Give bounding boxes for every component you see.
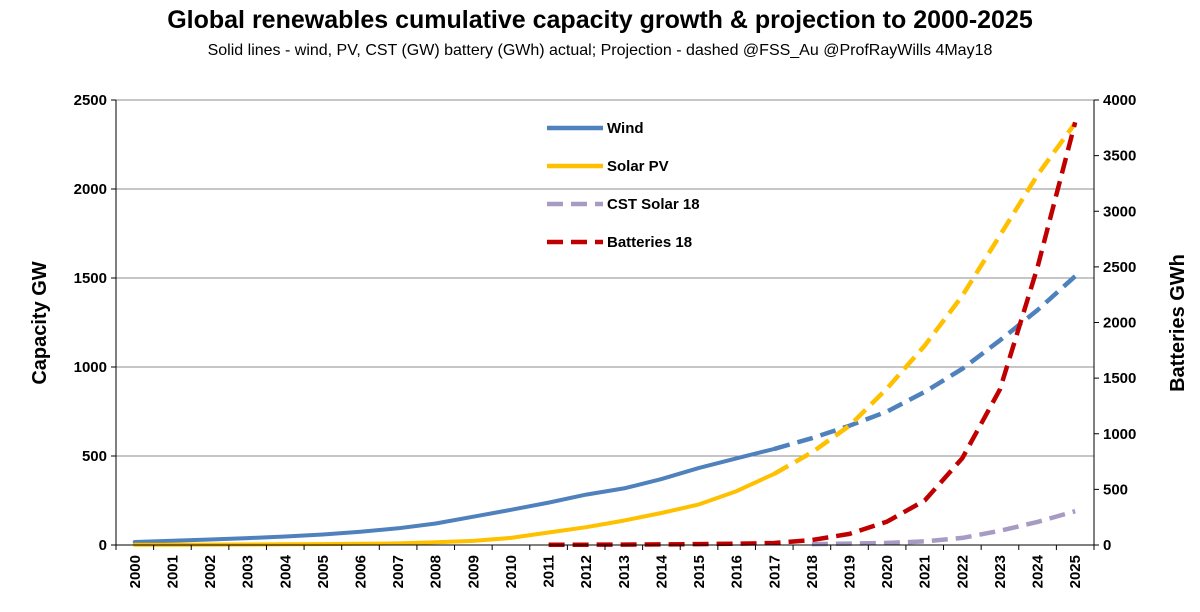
x-tick-label: 2003 [240, 555, 257, 588]
x-tick-label: 2017 [766, 555, 783, 588]
x-tick-label: 2009 [465, 555, 482, 588]
x-tick-label: 2000 [127, 555, 144, 588]
y2-tick-label: 2500 [1103, 259, 1136, 276]
series-line-cst-solar-18-projection [811, 509, 1076, 547]
legend: Wind Solar PV CST Solar 18 Batteries 18 [547, 120, 700, 251]
series-line-solar-pv-actual [132, 471, 777, 547]
x-tick-label: 2023 [992, 555, 1009, 588]
y2-tick-label: 1500 [1103, 370, 1136, 387]
x-tick-label: 2015 [691, 555, 708, 588]
x-tick-label: 2025 [1067, 555, 1084, 588]
y2-axis-title: Batteries GWh [1167, 254, 1189, 392]
y-tick-label: 1500 [74, 270, 107, 287]
x-tick-label: 2016 [729, 555, 746, 588]
y2-tick-label: 3000 [1103, 203, 1136, 220]
legend-label-solar-pv: Solar PV [607, 158, 669, 175]
x-tick-label: 2006 [353, 555, 370, 588]
y2-tick-label: 2000 [1103, 315, 1136, 332]
legend-label-cst-solar-18: CST Solar 18 [607, 196, 700, 213]
chart-subtitle: Solid lines - wind, PV, CST (GW) battery… [207, 42, 993, 59]
x-tick-label: 2019 [842, 555, 859, 588]
x-tick-label: 2014 [653, 554, 670, 588]
legend-label-batteries-18: Batteries 18 [607, 234, 692, 251]
y-tick-label: 2000 [74, 181, 107, 198]
y2-tick-label: 3500 [1103, 148, 1136, 165]
x-tick-label: 2010 [503, 555, 520, 588]
x-tick-label: 2007 [390, 555, 407, 588]
series-line-wind-projection [773, 274, 1077, 452]
series-lines [132, 121, 1078, 548]
x-tick-label: 2021 [917, 555, 934, 588]
x-tick-label: 2011 [541, 555, 558, 588]
x-tick-label: 2022 [954, 555, 971, 588]
x-tick-label: 2012 [578, 555, 595, 588]
y2-tick-label: 1000 [1103, 426, 1136, 443]
x-tick-label: 2008 [428, 555, 445, 588]
y-tick-label: 2500 [74, 92, 107, 109]
series-line-solar-pv-projection [773, 121, 1078, 476]
x-tick-label: 2002 [202, 555, 219, 588]
x-tick-label: 2004 [277, 554, 294, 588]
y2-tick-label: 4000 [1103, 92, 1136, 109]
y-tick-label: 500 [82, 448, 107, 465]
series-line-wind-actual [132, 446, 777, 544]
y-axis-title: Capacity GW [29, 261, 51, 384]
x-tick-label: 2024 [1030, 554, 1047, 588]
y-tick-label: 1000 [74, 359, 107, 376]
x-tick-label: 2001 [164, 555, 181, 588]
y2-tick-label: 500 [1103, 481, 1128, 498]
legend-label-wind: Wind [607, 120, 644, 137]
series-line-batteries-18-projection [548, 121, 1078, 548]
y2-tick-label: 0 [1103, 537, 1111, 554]
x-tick-label: 2013 [616, 555, 633, 588]
axes: 0 500 1000 1500 2000 2500 0 500 1000 1500 2000 2500… [74, 92, 1137, 588]
x-tick-label: 2018 [804, 555, 821, 588]
x-tick-label: 2005 [315, 555, 332, 588]
chart-title: Global renewables cumulative capacity gr… [167, 6, 1033, 34]
x-tick-label: 2020 [879, 555, 896, 588]
y-tick-label: 0 [99, 537, 107, 554]
